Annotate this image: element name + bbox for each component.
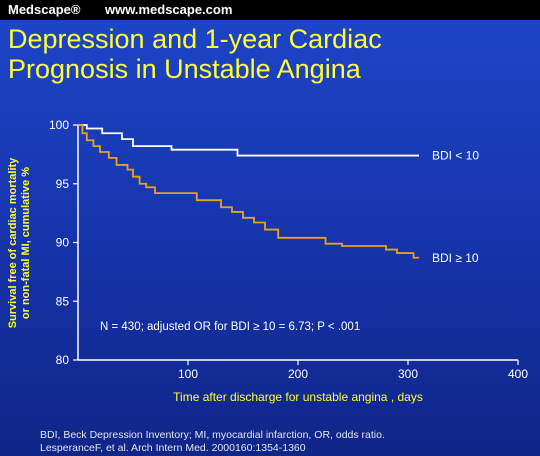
y-tick-label: 85 — [56, 294, 70, 308]
chart-axes: 80 85 90 95 100 100 200 300 400 — [49, 118, 528, 381]
y-axis-label-line-1: Survival free of cardiac mortality — [7, 157, 19, 328]
y-tick-label: 80 — [56, 353, 70, 367]
slide-title: Depression and 1-year Cardiac Prognosis … — [8, 24, 533, 84]
y-axis-label-line-2: or non-fatal MI, cumulative % — [20, 167, 32, 319]
top-bar: Medscape® www.medscape.com — [0, 0, 540, 20]
footnote-line-1: BDI, Beck Depression Inventory; MI, myoc… — [40, 429, 385, 441]
series-line-bdi-high — [78, 124, 419, 259]
slide-title-line-2: Prognosis in Unstable Angina — [8, 54, 361, 84]
brand-name: Medscape® — [8, 2, 81, 17]
y-axis-label: Survival free of cardiac mortality or non… — [7, 157, 32, 328]
y-tick-label: 95 — [56, 177, 70, 191]
footnote: BDI, Beck Depression Inventory; MI, myoc… — [40, 429, 385, 455]
y-tick-label: 90 — [56, 236, 70, 250]
slide-title-line-1: Depression and 1-year Cardiac — [8, 24, 382, 54]
chart-series — [78, 124, 419, 259]
x-tick-label: 300 — [398, 367, 418, 381]
brand-url: www.medscape.com — [105, 2, 233, 17]
y-tick-label: 100 — [49, 118, 69, 132]
series-label-bdi-low: BDI < 10 — [432, 149, 479, 163]
series-line-bdi-low — [78, 124, 419, 157]
chart-labels: BDI < 10 BDI ≥ 10 N = 430; adjusted OR for… — [7, 149, 479, 404]
footnote-line-2: LesperanceF, et al. Arch Intern Med. 200… — [40, 442, 306, 454]
series-label-bdi-high: BDI ≥ 10 — [432, 251, 479, 265]
x-tick-label: 400 — [508, 367, 528, 381]
chart-annotation: N = 430; adjusted OR for BDI ≥ 10 = 6.73… — [100, 321, 360, 333]
survival-chart: 80 85 90 95 100 100 200 300 400 BDI < 10 BDI ≥ 10… — [7, 118, 528, 404]
x-tick-label: 200 — [288, 367, 308, 381]
x-axis-label: Time after discharge for unstable angina… — [173, 390, 423, 404]
x-tick-label: 100 — [178, 367, 198, 381]
